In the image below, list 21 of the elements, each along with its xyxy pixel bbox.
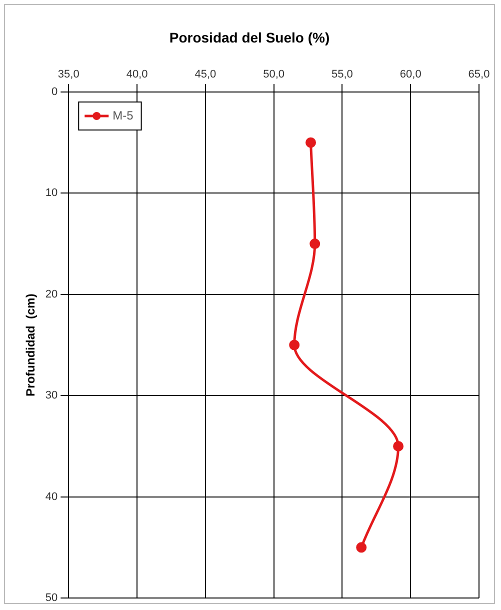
y-tick-label: 10 xyxy=(45,187,58,200)
x-tick-label: 40,0 xyxy=(126,68,148,80)
y-tick-label: 40 xyxy=(45,490,58,503)
x-tick-label: 35,0 xyxy=(58,68,80,80)
x-tick-label: 50,0 xyxy=(263,68,285,80)
y-tick-label: 0 xyxy=(52,86,58,98)
point xyxy=(310,238,320,250)
point xyxy=(393,440,404,452)
point xyxy=(306,137,316,148)
legend-label: M-5 xyxy=(112,108,134,122)
point xyxy=(356,542,367,553)
point xyxy=(289,340,300,350)
x-tick-label: 65,0 xyxy=(468,68,490,80)
x-tick-label: 55,0 xyxy=(332,68,353,80)
y-tick-label: 30 xyxy=(45,390,58,402)
y-axis-title: Profundidad (cm) xyxy=(24,294,38,396)
x-tick-label: 60,0 xyxy=(400,68,422,80)
y-tick-label: 50 xyxy=(45,592,58,604)
chart-title: Porosidad del Suelo (%) xyxy=(169,29,330,46)
x-tick-label: 45,0 xyxy=(194,68,216,80)
y-tick-label: 20 xyxy=(45,288,58,300)
